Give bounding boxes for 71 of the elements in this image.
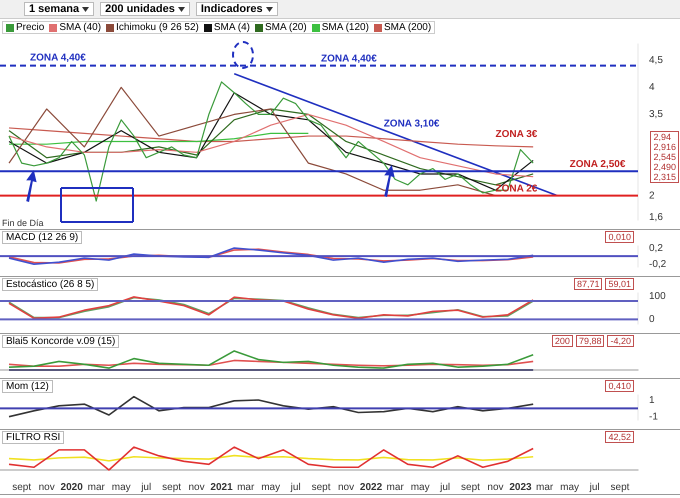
legend-label: SMA (20) <box>264 22 307 33</box>
text: 200 unidades <box>100 2 190 16</box>
x-tick-label: mar <box>88 482 106 493</box>
chart-title: Estocástico (26 8 5) <box>2 278 98 291</box>
annotation: ZONA 4,40€ <box>321 53 378 64</box>
x-tick-label: sept <box>461 482 480 493</box>
x-tick-label: nov <box>188 482 205 493</box>
y-tick-label: 1 <box>649 394 655 406</box>
text: 200 <box>552 335 573 347</box>
legend-label: SMA (4) <box>212 22 250 33</box>
x-tick-label: 2020 <box>60 482 84 493</box>
legend-label: SMA (120) <box>320 22 369 33</box>
annotation: ZONA 3€ <box>495 129 538 140</box>
x-tick-label: nov <box>487 482 504 493</box>
text: 2,315 <box>652 172 677 182</box>
chart-title: Blai5 Koncorde v.09 (15) <box>2 335 120 348</box>
x-tick-label: mar <box>386 482 404 493</box>
x-tick-label: 2021 <box>210 482 234 493</box>
y-tick-label: 1,6 <box>649 212 664 224</box>
legend-label: Ichimoku (9 26 52) <box>115 22 199 33</box>
x-tick-label: sept <box>312 482 331 493</box>
text: 87,71 <box>574 278 602 290</box>
annotation: ZONA 2€ <box>495 183 538 194</box>
text: 2,916 <box>652 142 677 152</box>
text: -4,20 <box>607 335 634 347</box>
text: 2,94 <box>652 132 672 142</box>
y-tick-label: 2 <box>649 190 655 202</box>
x-tick-label: mar <box>536 482 554 493</box>
x-tick-label: 2023 <box>509 482 532 493</box>
y-tick-label: 100 <box>649 291 666 302</box>
annotation: Fin de Día <box>2 218 44 228</box>
x-tick-label: 2022 <box>360 482 383 493</box>
x-tick-label: sept <box>610 482 630 493</box>
text: Indicadores <box>196 2 278 16</box>
text: 1 semana <box>24 2 94 16</box>
x-tick-label: jul <box>439 482 450 493</box>
chart-title: Mom (12) <box>2 380 53 393</box>
y-tick-label: 4,5 <box>649 54 664 66</box>
x-tick-label: mar <box>237 482 255 493</box>
x-tick-label: may <box>410 482 430 493</box>
text: 79,88 <box>576 335 604 347</box>
y-tick-label: 3,5 <box>649 109 664 120</box>
x-tick-label: may <box>560 482 580 493</box>
x-tick-label: may <box>261 482 280 493</box>
text: 0,410 <box>605 380 634 392</box>
y-tick-label: 0 <box>649 314 655 326</box>
x-tick-label: jul <box>140 482 152 493</box>
text: 0,010 <box>605 231 634 243</box>
chart-title: FILTRO RSI <box>2 431 64 444</box>
text: 42,52 <box>605 431 634 443</box>
chart-title: MACD (12 26 9) <box>2 231 82 244</box>
y-tick-label: 0,2 <box>649 242 664 254</box>
x-tick-label: sept <box>12 482 32 493</box>
text: 59,01 <box>605 278 634 290</box>
legend-label: SMA (200) <box>382 22 432 33</box>
annotation: ZONA 3,10€ <box>384 118 440 130</box>
x-tick-label: nov <box>338 482 354 493</box>
x-tick-label: nov <box>38 482 55 493</box>
x-tick-label: jul <box>290 482 301 493</box>
x-tick-label: may <box>112 482 131 493</box>
y-tick-label: -1 <box>649 411 658 422</box>
x-tick-label: sept <box>162 482 182 493</box>
annotation: ZONA 2,50€ <box>570 159 626 170</box>
ref-line-label: ZONA 4,40€ <box>30 52 86 64</box>
text: 2,490 <box>652 162 677 172</box>
y-tick-label: -0,2 <box>649 258 667 270</box>
x-tick-label: jul <box>588 482 600 493</box>
y-tick-label: 4 <box>649 82 655 94</box>
legend-label: Precio <box>15 22 44 33</box>
text: 2,545 <box>652 152 677 162</box>
legend-label: SMA (40) <box>58 22 102 33</box>
